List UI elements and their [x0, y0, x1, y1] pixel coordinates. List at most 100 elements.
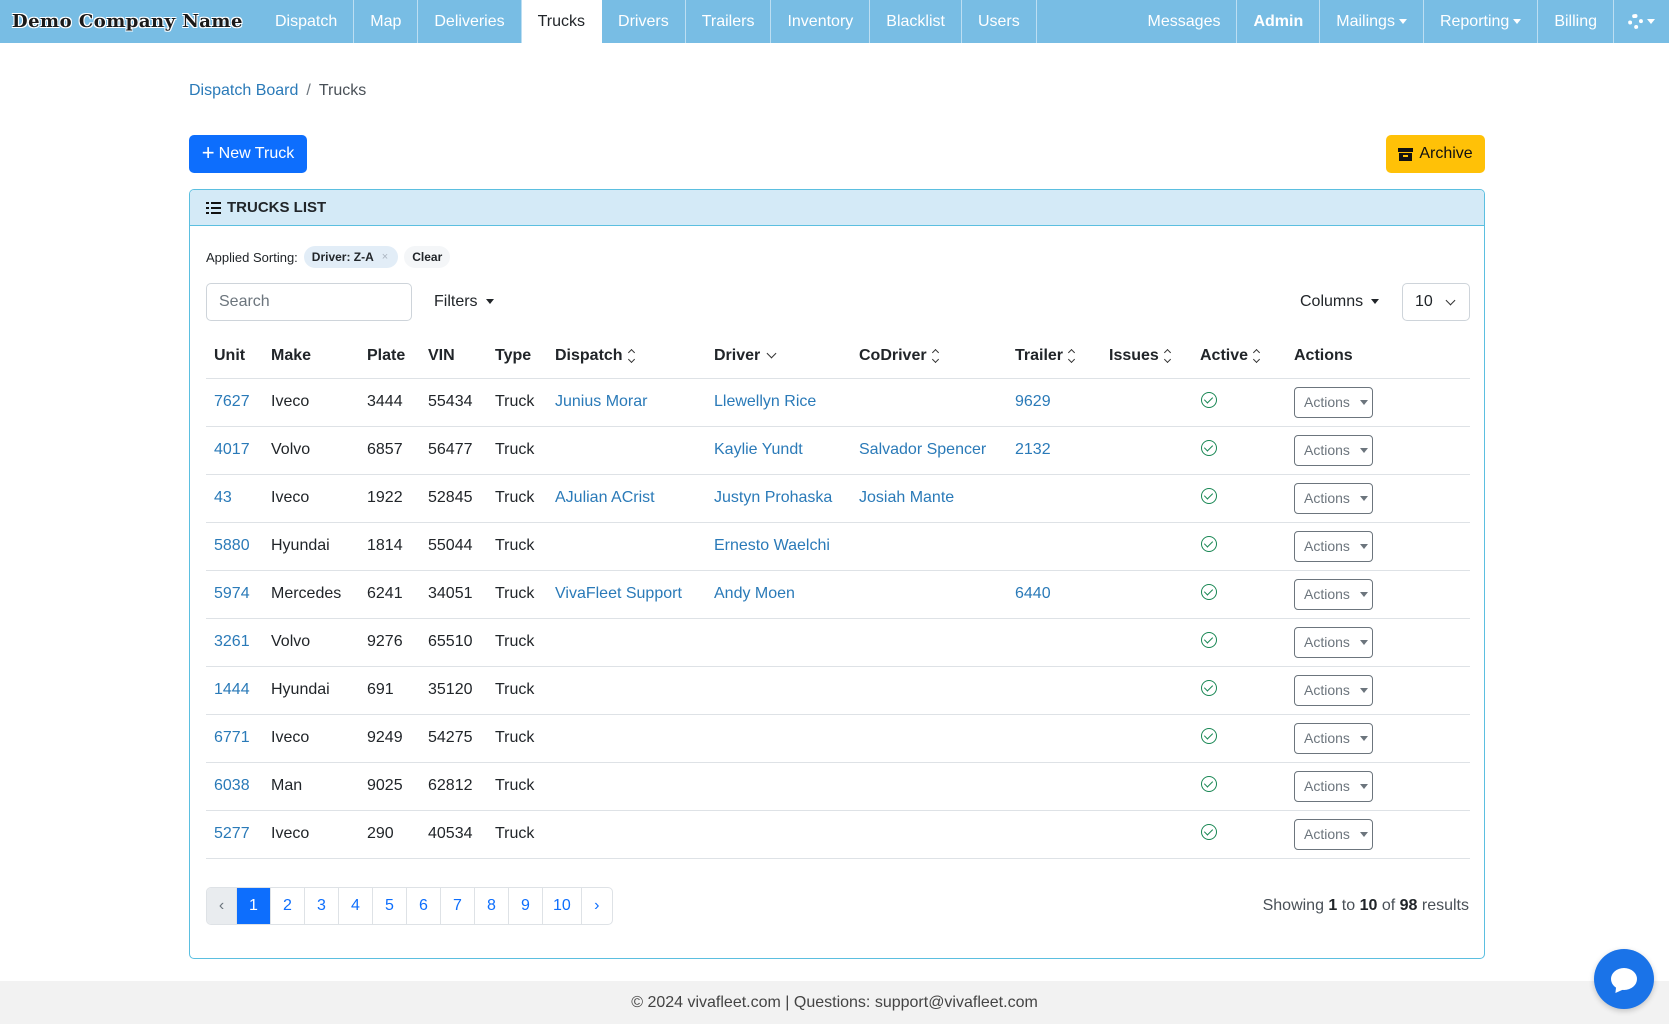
cell-driver-value[interactable]: Justyn Prohaska	[714, 489, 833, 506]
cell-vin: 52845	[420, 474, 487, 523]
cell-dispatch-value[interactable]: VivaFleet Support	[555, 585, 682, 602]
page-7[interactable]: 7	[441, 888, 475, 924]
cell-trailer-value[interactable]: 9629	[1015, 393, 1051, 410]
cell-dispatch	[547, 666, 706, 715]
brand-logo[interactable]: Demo Company Name	[12, 11, 243, 32]
cell-unit-value[interactable]: 3261	[214, 633, 250, 650]
table-row: 6038 Man 9025 62812 Truck Actions	[206, 762, 1470, 811]
page-6[interactable]: 6	[407, 888, 441, 924]
settings-dropdown[interactable]	[1614, 0, 1669, 43]
archive-button[interactable]: Archive	[1386, 135, 1485, 173]
top-navbar: Demo Company Name Dispatch Map Deliveries T…	[0, 0, 1669, 43]
nav-dispatch[interactable]: Dispatch	[259, 0, 355, 43]
page-3[interactable]: 3	[305, 888, 339, 924]
cell-dispatch-value[interactable]: AJulian ACrist	[555, 489, 655, 506]
col-header-driver[interactable]: Driver	[706, 334, 851, 379]
summary-from: 1	[1328, 897, 1338, 914]
page-10[interactable]: 10	[543, 888, 582, 924]
sort-chip[interactable]: Driver: Z-A ×	[303, 246, 399, 268]
cell-unit-value[interactable]: 6038	[214, 777, 250, 794]
nav-billing[interactable]: Billing	[1538, 0, 1614, 43]
page-2[interactable]: 2	[271, 888, 305, 924]
cell-driver-value[interactable]: Kaylie Yundt	[714, 441, 803, 458]
page-8[interactable]: 8	[475, 888, 509, 924]
nav-admin[interactable]: Admin	[1237, 0, 1321, 43]
page-1[interactable]: 1	[237, 888, 271, 924]
cell-vin-value: 55044	[428, 537, 473, 554]
nav-messages[interactable]: Messages	[1132, 0, 1238, 43]
row-actions-button[interactable]: Actions	[1294, 674, 1373, 706]
nav-deliveries[interactable]: Deliveries	[418, 0, 522, 43]
nav-trailers[interactable]: Trailers	[686, 0, 772, 43]
sort-icon	[1252, 348, 1261, 363]
page-prev[interactable]: ‹	[207, 888, 237, 924]
col-header-trailer[interactable]: Trailer	[1007, 334, 1101, 379]
cell-plate-value: 1814	[367, 537, 403, 554]
col-header-dispatch[interactable]: Dispatch	[547, 334, 706, 379]
nav-blacklist[interactable]: Blacklist	[870, 0, 962, 43]
nav-map[interactable]: Map	[354, 0, 419, 43]
page-next[interactable]: ›	[594, 897, 600, 914]
cell-codriver: Josiah Mante	[851, 474, 1007, 523]
breadcrumb-separator: /	[306, 82, 311, 99]
cell-driver-value[interactable]: Ernesto Waelchi	[714, 537, 830, 554]
row-actions-button[interactable]: Actions	[1294, 722, 1373, 754]
nav-users[interactable]: Users	[962, 0, 1037, 43]
row-actions-button[interactable]: Actions	[1294, 818, 1373, 850]
filters-dropdown[interactable]: Filters	[434, 293, 494, 311]
search-input[interactable]: Search	[206, 283, 412, 321]
col-header-type: Type	[487, 334, 547, 379]
cell-codriver-value[interactable]: Josiah Mante	[859, 489, 955, 506]
cell-driver: Justyn Prohaska	[706, 474, 851, 523]
page-9[interactable]: 9	[509, 888, 543, 924]
cell-make: Iveco	[263, 714, 359, 763]
row-actions-button[interactable]: Actions	[1294, 626, 1373, 658]
cell-dispatch-value[interactable]: Junius Morar	[555, 393, 648, 410]
row-actions-button[interactable]: Actions	[1294, 482, 1373, 514]
nav-trucks[interactable]: Trucks	[521, 0, 603, 43]
cell-driver: Andy Moen	[706, 570, 851, 619]
columns-dropdown[interactable]: Columns	[1300, 293, 1380, 311]
cell-driver-value[interactable]: Andy Moen	[714, 585, 795, 602]
nav-mailings[interactable]: Mailings	[1320, 0, 1424, 43]
cell-unit: 4017	[206, 426, 263, 475]
close-icon[interactable]: ×	[381, 251, 389, 263]
cell-driver	[706, 714, 851, 763]
row-actions-button[interactable]: Actions	[1294, 578, 1373, 610]
cell-unit-value[interactable]: 6771	[214, 729, 250, 746]
cell-unit: 5880	[206, 522, 263, 571]
clear-sorting-button[interactable]: Clear	[404, 246, 451, 268]
cell-driver-value[interactable]: Llewellyn Rice	[714, 393, 817, 410]
col-header-codriver[interactable]: CoDriver	[851, 334, 1007, 379]
cell-unit-value[interactable]: 7627	[214, 393, 250, 410]
row-actions-button[interactable]: Actions	[1294, 386, 1373, 418]
cell-codriver: Salvador Spencer	[851, 426, 1007, 475]
col-header-active[interactable]: Active	[1192, 334, 1286, 379]
page-4[interactable]: 4	[339, 888, 373, 924]
cell-unit-value[interactable]: 1444	[214, 681, 250, 698]
nav-inventory[interactable]: Inventory	[771, 0, 871, 43]
nav-reporting[interactable]: Reporting	[1424, 0, 1539, 43]
page-5[interactable]: 5	[373, 888, 407, 924]
cell-unit-value[interactable]: 5974	[214, 585, 250, 602]
row-actions-button[interactable]: Actions	[1294, 434, 1373, 466]
row-actions-button[interactable]: Actions	[1294, 770, 1373, 802]
cell-codriver-value[interactable]: Salvador Spencer	[859, 441, 987, 458]
chat-button[interactable]	[1594, 949, 1654, 1009]
cell-unit: 5974	[206, 570, 263, 619]
cell-trailer-value[interactable]: 2132	[1015, 441, 1051, 458]
cell-unit-value[interactable]: 5880	[214, 537, 250, 554]
row-actions-button[interactable]: Actions	[1294, 530, 1373, 562]
breadcrumb-dispatch-board[interactable]: Dispatch Board	[189, 82, 299, 99]
cell-plate-value: 9276	[367, 633, 403, 650]
cell-unit-value[interactable]: 4017	[214, 441, 250, 458]
per-page-select[interactable]: 10	[1402, 283, 1470, 321]
cell-trailer-value[interactable]: 6440	[1015, 585, 1051, 602]
col-header-issues[interactable]: Issues	[1101, 334, 1192, 379]
archive-label: Archive	[1419, 145, 1473, 162]
new-truck-button[interactable]: + New Truck	[189, 135, 307, 173]
cell-unit-value[interactable]: 43	[214, 489, 232, 506]
nav-drivers[interactable]: Drivers	[602, 0, 686, 43]
cell-dispatch	[547, 618, 706, 667]
cell-unit-value[interactable]: 5277	[214, 825, 250, 842]
